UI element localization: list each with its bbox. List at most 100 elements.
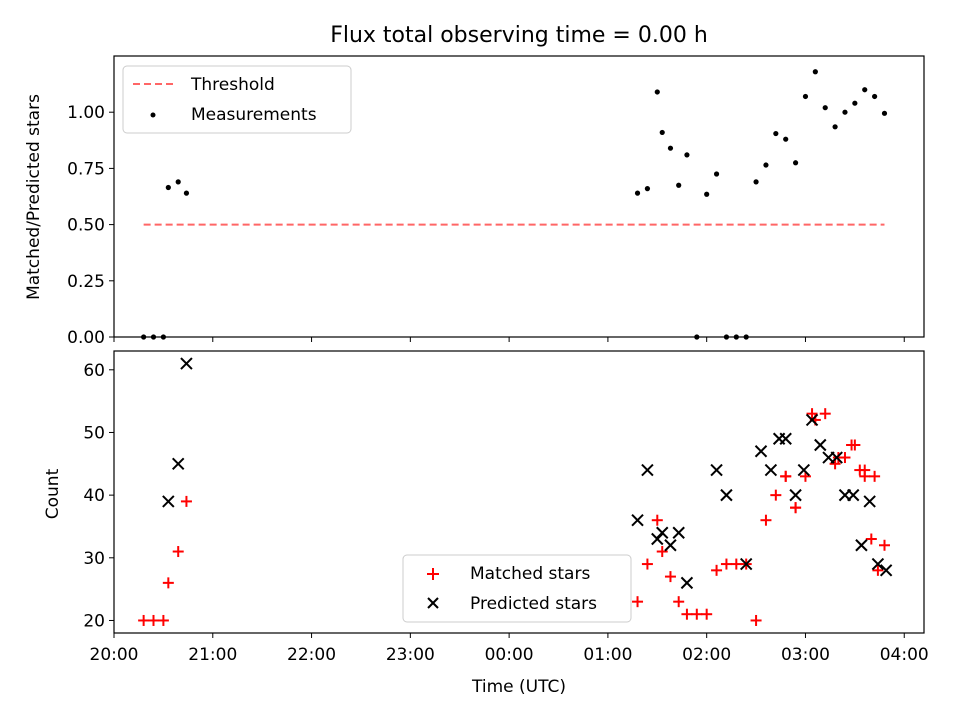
- measurement-point: [165, 184, 171, 191]
- bottom-x-tick-label: 22:00: [287, 645, 336, 665]
- predicted-star-point: [641, 463, 654, 477]
- bottom-x-tick-label: 04:00: [880, 645, 929, 665]
- measurement-point: [667, 145, 674, 151]
- predicted-star-point: [754, 445, 768, 458]
- measurement-point: [654, 89, 660, 95]
- predicted-star-point: [879, 564, 893, 577]
- predicted-star-point: [871, 557, 885, 571]
- measurement-point: [753, 179, 759, 185]
- predicted-star-stroke: [830, 451, 843, 464]
- bottom-legend-predicted-label: Predicted stars: [470, 594, 597, 614]
- predicted-star-stroke: [162, 495, 175, 508]
- top-legend-measurements-label: Measurements: [191, 105, 317, 125]
- predicted-star-point: [779, 432, 792, 445]
- predicted-star-point: [789, 488, 802, 502]
- matched-star-point: [869, 470, 881, 482]
- bottom-axes-frame: [113, 350, 925, 634]
- measurement-point: [659, 129, 665, 136]
- predicted-star-point: [631, 513, 644, 527]
- matched-star-point: [691, 608, 703, 620]
- bottom-y-tick-label: 30: [83, 549, 105, 569]
- predicted-star-stroke: [855, 539, 868, 552]
- predicted-star-stroke: [631, 513, 644, 527]
- measurement-point: [822, 105, 828, 111]
- predicted-star-point: [172, 457, 185, 471]
- predicted-star-stroke: [672, 526, 685, 539]
- bottom-x-tick-label: 01:00: [583, 645, 632, 665]
- predicted-star-point: [805, 413, 819, 427]
- matched-star-point: [180, 495, 192, 507]
- predicted-star-point: [739, 557, 753, 571]
- top-axes-frame: [113, 55, 925, 338]
- predicted-star-point: [664, 539, 677, 552]
- matched-star-point: [641, 558, 653, 570]
- predicted-star-stroke: [656, 526, 669, 539]
- top-y-tick-label: 0.50: [67, 216, 105, 236]
- bottom-y-tick-label: 20: [83, 611, 105, 631]
- top-legend-measurements-swatch: [150, 112, 156, 118]
- matched-star-point: [138, 614, 150, 626]
- measurement-point: [175, 179, 181, 185]
- matched-star-point: [832, 452, 844, 464]
- measurement-point: [676, 182, 682, 188]
- measurement-point: [183, 190, 190, 196]
- measurement-point: [872, 93, 878, 100]
- measurement-point: [783, 136, 789, 142]
- matched-star-point: [711, 564, 723, 576]
- matched-star-point: [673, 596, 685, 608]
- measurement-point: [832, 124, 838, 130]
- measurement-point: [862, 87, 868, 93]
- top-chart-title: Flux total observing time = 0.00 h: [330, 23, 708, 48]
- matched-star-point: [730, 558, 742, 570]
- predicted-star-stroke: [739, 557, 753, 571]
- matched-star-point: [701, 608, 713, 620]
- predicted-star-stroke: [789, 488, 802, 502]
- top-legend: Threshold Measurements: [122, 65, 352, 134]
- predicted-star-point: [863, 495, 876, 508]
- measurement-point: [713, 171, 720, 177]
- predicted-star-stroke: [754, 445, 768, 458]
- predicted-star-stroke: [797, 463, 811, 477]
- predicted-star-point: [814, 438, 827, 452]
- matched-star-point: [157, 614, 169, 626]
- matched-star-point: [859, 470, 871, 482]
- bottom-legend: Matched stars Predicted stars: [402, 554, 632, 623]
- matched-star-point: [172, 546, 184, 558]
- top-legend-threshold-label: Threshold: [190, 75, 275, 95]
- matched-star-point: [162, 577, 174, 589]
- bottom-x-tick-label: 21:00: [188, 645, 237, 665]
- matched-star-point: [664, 571, 676, 583]
- bottom-y-axis-label: Count: [43, 468, 63, 519]
- predicted-star-stroke: [847, 488, 860, 502]
- top-y-tick-label: 0.75: [67, 159, 105, 179]
- predicted-star-stroke: [764, 463, 778, 477]
- measurement-point: [704, 191, 710, 197]
- predicted-star-stroke: [680, 576, 694, 590]
- predicted-star-point: [847, 488, 860, 502]
- matched-star-point: [854, 464, 866, 476]
- measurement-point: [792, 160, 799, 166]
- predicted-star-point: [797, 463, 811, 477]
- predicted-star-point: [710, 463, 723, 477]
- matched-star-point: [760, 514, 772, 526]
- top-y-tick-label: 1.00: [67, 103, 105, 123]
- bottom-legend-box: [402, 554, 632, 623]
- measurement-point: [881, 110, 888, 116]
- matched-star-point: [750, 614, 762, 626]
- bottom-x-tick-label: 02:00: [682, 645, 731, 665]
- matched-star-point: [780, 470, 792, 482]
- matched-star-point: [790, 502, 802, 514]
- predicted-star-stroke: [710, 463, 723, 477]
- bottom-x-tick-label: 23:00: [386, 645, 435, 665]
- predicted-star-point: [855, 539, 868, 552]
- matched-star-point: [720, 558, 732, 570]
- measurement-point: [812, 69, 818, 75]
- bottom-legend-predicted-swatch: [427, 597, 439, 609]
- predicted-star-stroke: [641, 463, 654, 477]
- bottom-x-axis-label: Time (UTC): [471, 677, 566, 697]
- predicted-star-point: [720, 488, 733, 502]
- matched-star-point: [148, 614, 160, 626]
- bottom-x-tick-label: 00:00: [485, 645, 534, 665]
- predicted-star-stroke: [871, 557, 885, 571]
- matched-star-point: [770, 489, 782, 501]
